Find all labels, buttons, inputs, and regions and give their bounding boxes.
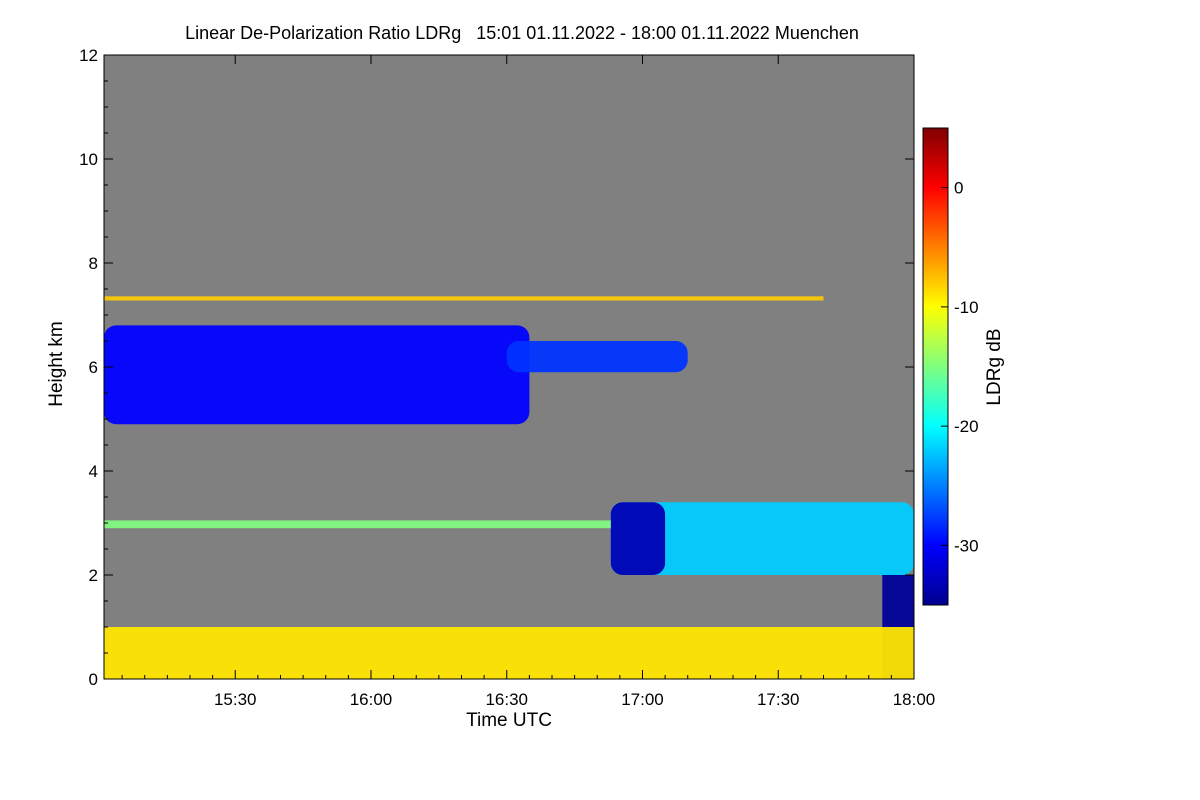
colorbar-tick-label: -10 [954, 298, 979, 317]
feature-boundary-layer [104, 627, 914, 679]
x-tick-label: 18:00 [893, 690, 936, 709]
colorbar-tick-label: -20 [954, 417, 979, 436]
x-tick-label: 16:00 [350, 690, 393, 709]
x-axis-label: Time UTC [466, 710, 552, 731]
feature-layer [104, 296, 914, 679]
colorbar-tick-label: -30 [954, 536, 979, 555]
colorbar-label: LDRg dB [984, 328, 1005, 405]
y-axis: 0 2 4 6 8 10 12 [79, 46, 914, 689]
colorbar [922, 127, 949, 606]
feature-mid-level-cloud-base [610, 502, 666, 575]
feature-artifact-line-7.3km [104, 296, 824, 301]
feature-upper-cloud-layer [104, 325, 530, 425]
feature-mid-level-cloud [610, 502, 914, 575]
x-tick-label: 16:30 [485, 690, 528, 709]
y-tick-label: 10 [79, 150, 98, 169]
x-axis: 15:30 16:00 16:30 17:00 17:30 18:00 [121, 55, 936, 709]
chart-title: Linear De-Polarization Ratio LDRg 15:01 … [185, 23, 859, 43]
x-tick-label: 17:00 [621, 690, 664, 709]
x-tick-label: 17:30 [757, 690, 800, 709]
colorbar-ticks: 0 -10 -20 -30 [941, 179, 979, 555]
y-tick-label: 4 [89, 462, 98, 481]
y-tick-label: 0 [89, 670, 98, 689]
y-tick-label: 8 [89, 254, 98, 273]
y-axis-label: Height km [46, 321, 67, 407]
feature-upper-cloud-fragments [506, 341, 688, 373]
colorbar-tick-label: 0 [954, 179, 963, 198]
y-tick-label: 12 [79, 46, 98, 65]
feature-artifact-line-3km [104, 520, 611, 529]
x-tick-label: 15:30 [214, 690, 257, 709]
y-tick-label: 6 [89, 358, 98, 377]
y-tick-label: 2 [89, 566, 98, 585]
